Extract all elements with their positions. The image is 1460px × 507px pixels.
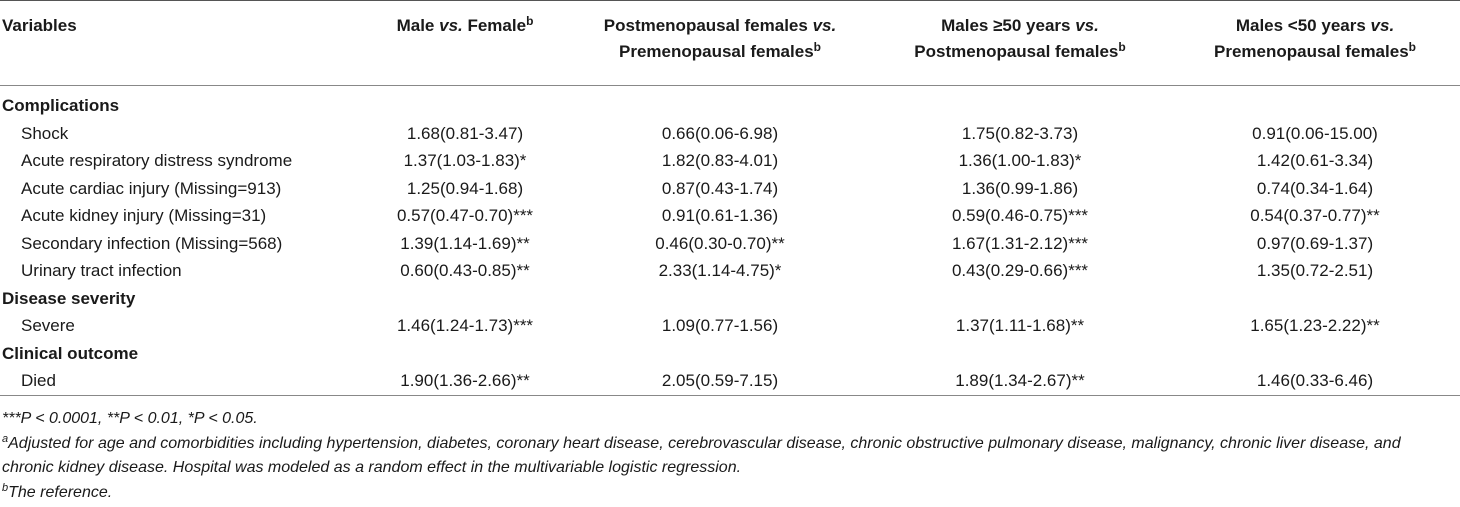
cell-males50plus-vs-postmeno: 1.36(0.99-1.86) — [961, 178, 1079, 198]
row-label: Urinary tract infection — [21, 261, 182, 281]
cell-males-under50-vs-premeno: 0.91(0.06-15.00) — [1252, 123, 1378, 143]
header-variables: Variables — [0, 0, 360, 86]
cell-males-under50-vs-premeno: 1.35(0.72-2.51) — [1256, 261, 1374, 281]
section-complications: Complications — [2, 96, 120, 116]
cell-males-under50-vs-premeno: 0.74(0.34-1.64) — [1256, 178, 1374, 198]
header-row: Variables Male vs. Femaleb Postmenopausa… — [0, 0, 1460, 86]
cell-males-under50-vs-premeno: 0.97(0.69-1.37) — [1256, 233, 1374, 253]
table-row: Shock 1.68(0.81-3.47) 0.66(0.06-6.98) 1.… — [0, 120, 1460, 148]
row-label: Acute cardiac injury (Missing=913) — [21, 178, 282, 198]
cell-males-under50-vs-premeno: 1.65(1.23-2.22)** — [1250, 316, 1380, 336]
row-label: Acute kidney injury (Missing=31) — [21, 206, 267, 226]
cell-male-vs-female: 0.57(0.47-0.70)*** — [396, 206, 534, 226]
row-label: Severe — [21, 316, 75, 336]
cell-male-vs-female: 1.39(1.14-1.69)** — [400, 233, 530, 253]
footnote-a: aAdjusted for age and comorbidities incl… — [2, 432, 1401, 476]
row-label: Died — [0, 367, 360, 396]
table-row: Urinary tract infection 0.60(0.43-0.85)*… — [0, 257, 1460, 285]
table-row: Died 1.90(1.36-2.66)** 2.05(0.59-7.15) 1… — [0, 367, 1460, 396]
table-row: Secondary infection (Missing=568) 1.39(1… — [0, 230, 1460, 258]
cell-males50plus-vs-postmeno: 0.43(0.29-0.66)*** — [951, 261, 1089, 281]
header-males50plus-vs-postmeno: Males ≥50 years vs. Postmenopausal female… — [870, 0, 1170, 86]
cell-postmeno-vs-premeno: 2.33(1.14-4.75)* — [658, 261, 782, 281]
cell-males-under50-vs-premeno: 1.46(0.33-6.46) — [1170, 367, 1460, 396]
table-row: Severe 1.46(1.24-1.73)*** 1.09(0.77-1.56… — [0, 312, 1460, 340]
cell-males50plus-vs-postmeno: 1.67(1.31-2.12)*** — [951, 233, 1089, 253]
row-label: Acute respiratory distress syndrome — [21, 151, 293, 171]
cell-male-vs-female: 1.68(0.81-3.47) — [406, 123, 524, 143]
row-label: Secondary infection (Missing=568) — [21, 233, 283, 253]
cell-males50plus-vs-postmeno: 1.75(0.82-3.73) — [961, 123, 1079, 143]
cell-males-under50-vs-premeno: 0.54(0.37-0.77)** — [1250, 206, 1380, 226]
results-table: Variables Male vs. Femaleb Postmenopausa… — [0, 0, 1460, 396]
footnote-b: bThe reference. — [2, 481, 113, 501]
cell-postmeno-vs-premeno: 0.66(0.06-6.98) — [661, 123, 779, 143]
cell-male-vs-female: 1.90(1.36-2.66)** — [360, 367, 570, 396]
header-male-vs-female: Male vs. Femaleb — [360, 0, 570, 86]
table-row: Acute kidney injury (Missing=31) 0.57(0.… — [0, 202, 1460, 230]
cell-postmeno-vs-premeno: 1.82(0.83-4.01) — [661, 151, 779, 171]
table-row: Acute cardiac injury (Missing=913) 1.25(… — [0, 175, 1460, 203]
section-disease-severity: Disease severity — [2, 288, 136, 308]
cell-males-under50-vs-premeno: 1.42(0.61-3.34) — [1256, 151, 1374, 171]
cell-male-vs-female: 0.60(0.43-0.85)** — [400, 261, 530, 281]
row-label: Shock — [21, 123, 69, 143]
header-postmeno-vs-premeno: Postmenopausal females vs. Premenopausal … — [570, 0, 870, 86]
cell-males50plus-vs-postmeno: 0.59(0.46-0.75)*** — [951, 206, 1089, 226]
cell-males50plus-vs-postmeno: 1.89(1.34-2.67)** — [870, 367, 1170, 396]
section-row: Clinical outcome — [0, 340, 1460, 368]
section-clinical-outcome: Clinical outcome — [2, 343, 139, 363]
cell-male-vs-female: 1.37(1.03-1.83)* — [403, 151, 527, 171]
cell-male-vs-female: 1.46(1.24-1.73)*** — [396, 316, 534, 336]
cell-males50plus-vs-postmeno: 1.37(1.11-1.68)** — [955, 316, 1085, 336]
cell-postmeno-vs-premeno: 1.09(0.77-1.56) — [661, 316, 779, 336]
cell-postmeno-vs-premeno: 0.87(0.43-1.74) — [661, 178, 779, 198]
table-footnotes: ***P < 0.0001, **P < 0.01, *P < 0.05. aA… — [2, 407, 1452, 505]
cell-postmeno-vs-premeno: 0.46(0.30-0.70)** — [655, 233, 785, 253]
cell-postmeno-vs-premeno: 2.05(0.59-7.15) — [570, 367, 870, 396]
cell-postmeno-vs-premeno: 0.91(0.61-1.36) — [661, 206, 779, 226]
header-males-under50-vs-premeno: Males <50 years vs. Premenopausal females… — [1170, 0, 1460, 86]
section-row: Complications — [0, 86, 1460, 120]
cell-male-vs-female: 1.25(0.94-1.68) — [406, 178, 524, 198]
footnote-significance: ***P < 0.0001, **P < 0.01, *P < 0.05. — [2, 410, 258, 427]
table-row: Acute respiratory distress syndrome 1.37… — [0, 147, 1460, 175]
section-row: Disease severity — [0, 285, 1460, 313]
cell-males50plus-vs-postmeno: 1.36(1.00-1.83)* — [958, 151, 1082, 171]
